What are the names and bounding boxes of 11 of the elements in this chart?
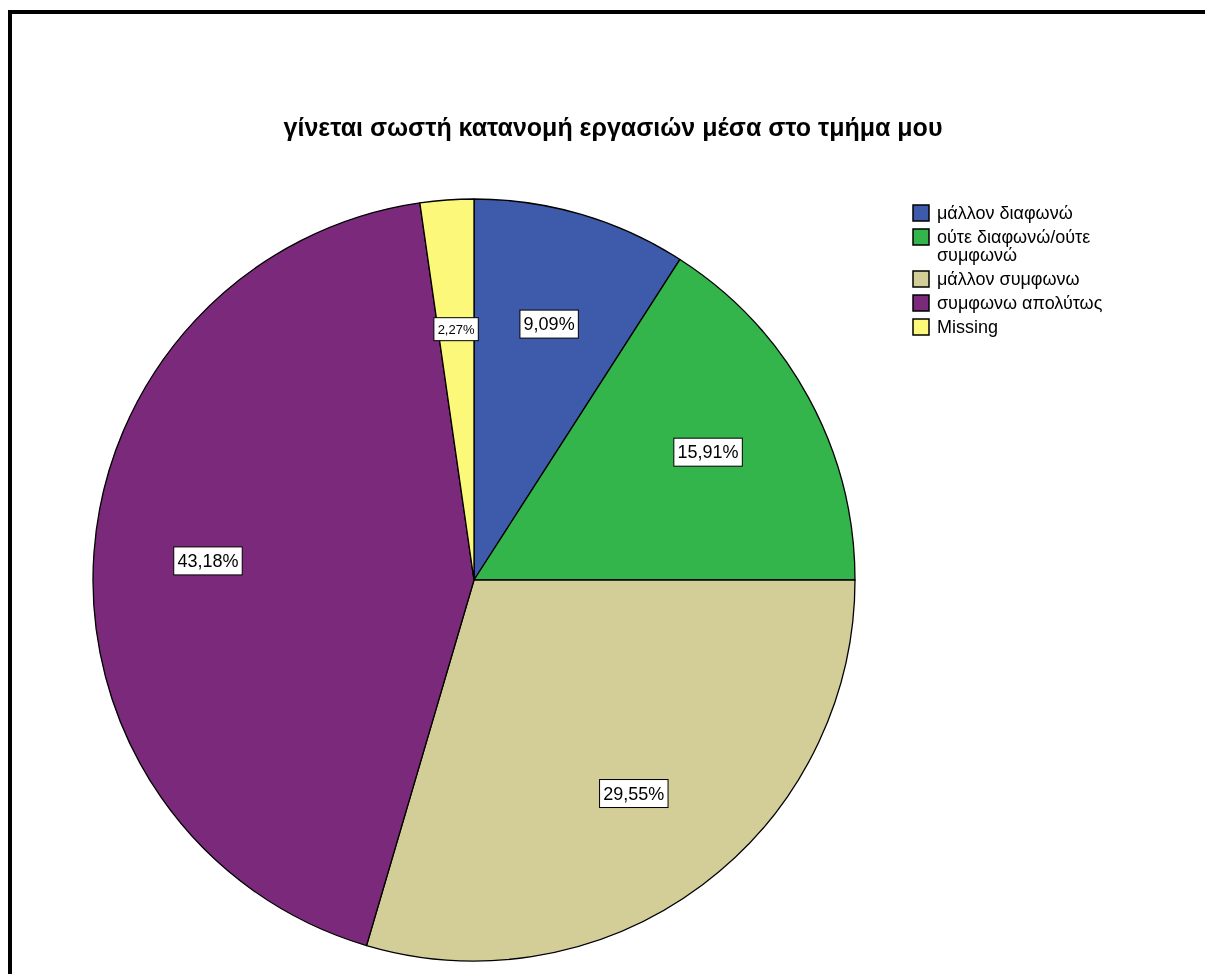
data-label: 43,18% [177, 550, 239, 571]
data-label: 2,27% [437, 321, 475, 337]
chart-title: γίνεται σωστή κατανομή εργασιών μέσα στο τμήμα μου [283, 113, 943, 141]
legend-label: Missing [937, 317, 999, 337]
data-label: 9,09% [523, 314, 575, 335]
legend-label: μάλλον διαφωνώ [937, 203, 1073, 223]
data-label: 29,55% [603, 783, 665, 804]
data-label: 15,91% [677, 442, 739, 463]
legend-label: μάλλον συμφωνω [937, 269, 1080, 289]
legend-label: ούτε διαφωνώ/ούτε συμφωνώ [937, 227, 1091, 265]
legend-label: συμφωνω απολύτως [937, 293, 1103, 313]
